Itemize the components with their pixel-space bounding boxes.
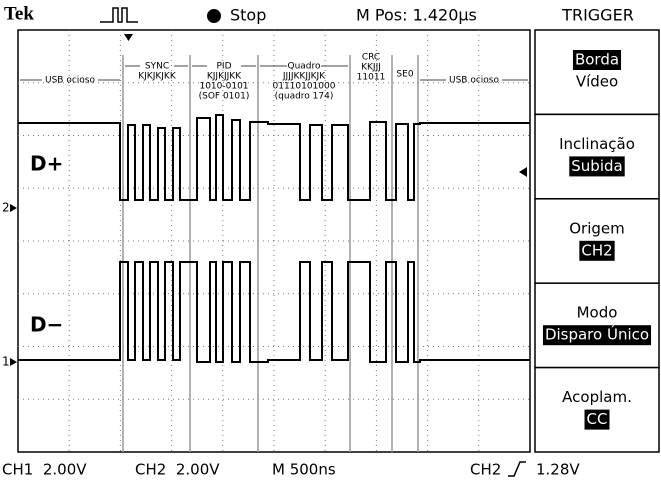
menu-label: Origem: [569, 219, 625, 237]
annotation-text: 11011: [357, 73, 386, 83]
footer-trigger-source: CH2: [470, 461, 501, 479]
annotation-text: 1010-0101: [199, 82, 248, 92]
annotation-text: KJKJKJKK: [138, 72, 177, 82]
annotation-text: PID: [216, 62, 231, 72]
status: Stop: [230, 6, 266, 25]
menu-value: CC: [587, 410, 608, 428]
menu-value: Vídeo: [576, 73, 618, 91]
footer-trigger-level: 1.28V: [536, 461, 580, 479]
channel-marker: 2: [2, 201, 10, 215]
annotation-text: (SOF 0101): [199, 92, 250, 102]
trace-label: D−: [30, 313, 63, 337]
annotation-text: USB ocioso: [449, 76, 499, 86]
slope-icon: [508, 461, 526, 477]
position: M Pos: 1.420µs: [356, 6, 477, 25]
menu-highlight: [542, 325, 652, 346]
marker-arrow: [10, 204, 17, 212]
menu-label: Modo: [577, 304, 618, 322]
menu-value: Subida: [571, 157, 622, 175]
menu-highlight: [572, 50, 622, 70]
trigger-position: [124, 34, 133, 41]
annotation-text: CRC: [362, 53, 380, 63]
annotation-text: USB ocioso: [45, 76, 95, 86]
channel-marker: 1: [2, 355, 10, 369]
brand: Tek: [4, 3, 34, 24]
stop-indicator: [207, 9, 221, 23]
annotation-text: KJJKJJKK: [207, 72, 242, 82]
annotation-text: SE0: [396, 70, 413, 80]
annotation-text: Quadro: [287, 62, 321, 72]
menu-label: Acoplam.: [562, 388, 632, 406]
menu-highlight: [584, 409, 610, 430]
trace-d-minus: [18, 261, 530, 363]
annotation-text: KKJJJ: [361, 63, 381, 73]
menu-label: Inclinação: [559, 135, 635, 153]
annotation-text: SYNC: [145, 62, 169, 72]
menu-box: [534, 29, 660, 116]
annotation-text: (quadro 174): [275, 92, 334, 102]
trigger-icon: [100, 7, 138, 23]
trace-label: D+: [30, 152, 63, 176]
graticule: [17, 29, 531, 453]
menu-highlight: [569, 156, 625, 177]
annotation-text: 01110101000: [273, 82, 336, 92]
menu-value: Disparo Único: [545, 325, 649, 344]
trigger-level-arrow: [519, 167, 527, 177]
side-menu: Borda Vídeo Inclinação Subida Origem CH2 Modo D…: [534, 29, 660, 453]
annotation-text: JJJJKKJJKJK: [282, 72, 326, 82]
footer-ch1: CH1 2.00V: [2, 461, 87, 479]
menu-highlight: [579, 240, 615, 261]
trace-d-plus: [18, 114, 530, 201]
menu-label: Borda: [575, 51, 619, 69]
marker-arrow: [10, 358, 17, 366]
menu-title: TRIGGER: [561, 6, 634, 25]
footer-timebase: M 500ns: [272, 461, 336, 479]
menu-value: CH2: [581, 241, 612, 259]
field-dividers: [122, 55, 419, 452]
footer-ch2: CH2 2.00V: [135, 461, 220, 479]
